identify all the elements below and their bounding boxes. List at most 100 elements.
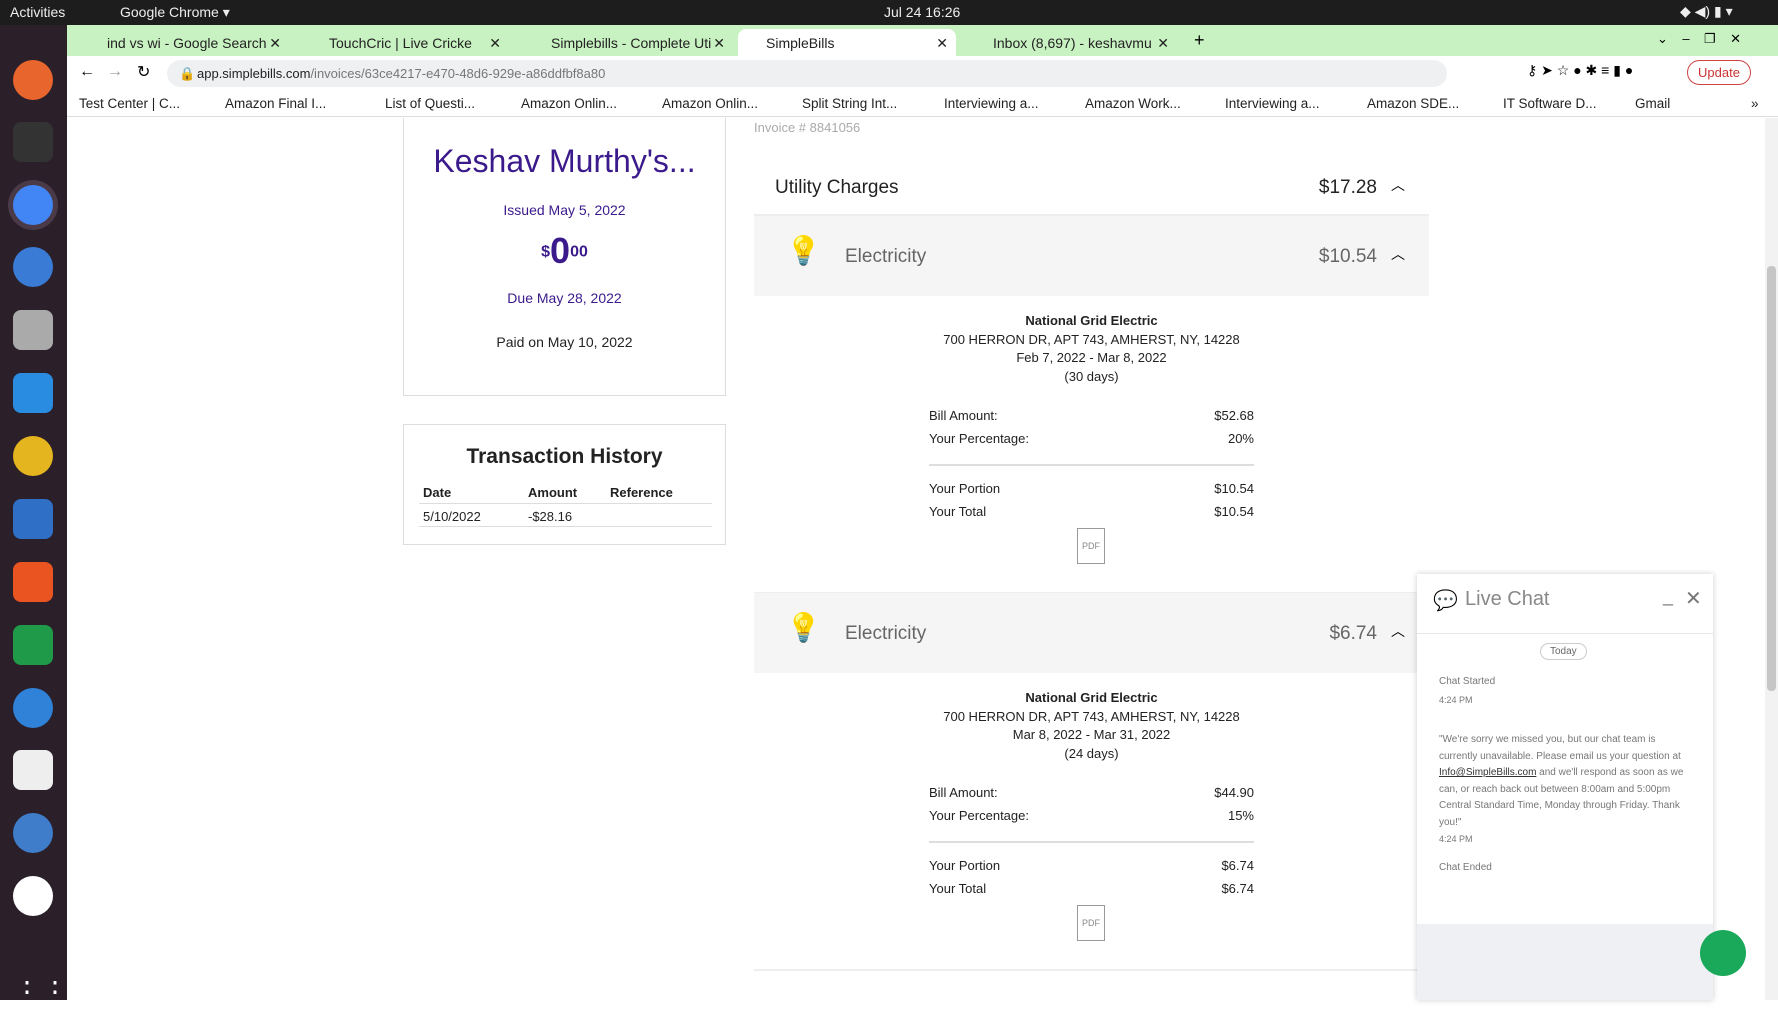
email-link[interactable]: Info@SimpleBills.com — [1439, 767, 1537, 778]
percentage: 20% — [1227, 431, 1254, 446]
thunderbird-icon[interactable] — [13, 247, 53, 287]
chat-launcher-button[interactable] — [1700, 930, 1746, 976]
paid-date: Paid on May 10, 2022 — [496, 334, 633, 350]
percentage: 15% — [1227, 808, 1254, 823]
lock-icon: 🔒 — [179, 66, 196, 81]
window-controls[interactable]: ⌄ – ❐ ✕ — [1657, 31, 1742, 46]
app-grid-icon[interactable]: ⋮⋮⋮ — [13, 976, 97, 1007]
bookmark[interactable]: Test Center | C... — [79, 96, 181, 111]
chat-time: 4:24 PM — [1439, 695, 1473, 705]
total: $6.74 — [1221, 881, 1254, 896]
back-icon[interactable]: ← — [79, 63, 95, 80]
update-button[interactable]: Update — [1687, 60, 1751, 85]
utility-charges-header[interactable]: Utility Charges $17.28 ︿ — [754, 170, 1429, 216]
chat-header: 💬 Live Chat _ ✕ — [1417, 574, 1713, 634]
bookmark[interactable]: List of Questi... — [385, 96, 476, 111]
tab-simplebills[interactable]: SimpleBills ✕ — [738, 29, 956, 56]
tab-gmail[interactable]: Inbox (8,697) - keshavmu ✕ — [965, 29, 1177, 56]
bookmark[interactable]: Amazon Onlin... — [521, 96, 618, 111]
close-tab-icon[interactable]: ✕ — [269, 35, 281, 51]
chevron-up-icon[interactable]: ︿ — [1391, 177, 1405, 193]
table-row: 5/10/2022 -$28.16 — [419, 503, 712, 527]
system-status-icons[interactable]: ◆ ◀) ▮ ▾ — [1680, 3, 1733, 19]
scrollbar[interactable] — [1765, 118, 1778, 1000]
provider: National Grid Electric — [1025, 313, 1158, 328]
chat-ended: Chat Ended — [1439, 862, 1492, 873]
portion: $10.54 — [1214, 481, 1254, 496]
label: Bill Amount: — [929, 785, 998, 800]
help-icon[interactable] — [13, 688, 53, 728]
tab-touchcric[interactable]: TouchCric | Live Cricke ✕ — [301, 29, 509, 56]
reload-icon[interactable]: ↻ — [137, 64, 151, 81]
minimize-icon[interactable]: _ — [1663, 586, 1674, 606]
forward-icon[interactable]: → — [107, 63, 123, 80]
qbittorrent-icon[interactable] — [13, 813, 53, 853]
chrome-icon[interactable] — [13, 185, 53, 225]
bookmark[interactable]: Amazon Work... — [1085, 96, 1181, 111]
bill-details: National Grid Electric 700 HERRON DR, AP… — [754, 689, 1429, 763]
bill-amount: $44.90 — [1214, 785, 1254, 800]
bookmark[interactable]: Split String Int... — [802, 96, 898, 111]
close-tab-icon[interactable]: ✕ — [489, 35, 501, 51]
utility-item-header[interactable]: 💡 Electricity $10.54 ︿ — [754, 216, 1429, 296]
files-icon[interactable] — [13, 310, 53, 350]
invoice-summary-card: Keshav Murthy's... Issued May 5, 2022 $0… — [403, 118, 726, 396]
chevron-up-icon[interactable]: ︿ — [1391, 623, 1405, 639]
due-date: Due May 28, 2022 — [507, 290, 622, 306]
bookmark[interactable]: Interviewing a... — [944, 96, 1039, 111]
utility-item-name: Electricity — [845, 246, 927, 267]
billing-period: Mar 8, 2022 - Mar 31, 2022 — [1012, 727, 1171, 742]
close-tab-icon[interactable]: ✕ — [936, 35, 948, 51]
total: $10.54 — [1214, 504, 1254, 519]
label: Your Portion — [929, 858, 1001, 873]
tab-google[interactable]: ind vs wi - Google Search ✕ — [79, 29, 289, 56]
bookmark[interactable]: Amazon Onlin... — [662, 96, 759, 111]
terminal-icon[interactable] — [13, 122, 53, 162]
url-bar[interactable]: 🔒 app.simplebills.com/invoices/63ce4217-e… — [167, 60, 1447, 87]
bookmark[interactable]: Amazon Final I... — [225, 96, 327, 111]
pdf-label: PDF — [1082, 541, 1100, 551]
currency: $ — [541, 243, 551, 261]
pdf-label: PDF — [1082, 918, 1100, 928]
writer-icon[interactable] — [13, 499, 53, 539]
label: Your Total — [929, 504, 987, 519]
pdf-download-icon[interactable]: PDF — [1077, 905, 1105, 941]
bookmark[interactable]: Amazon SDE... — [1367, 96, 1460, 111]
close-tab-icon[interactable]: ✕ — [1157, 35, 1169, 51]
calc-icon[interactable] — [13, 625, 53, 665]
bookmark[interactable]: IT Software D... — [1503, 96, 1597, 111]
chevron-up-icon[interactable]: ︿ — [1391, 246, 1405, 262]
bookmark[interactable]: Gmail — [1635, 96, 1671, 111]
rhythmbox-icon[interactable] — [13, 436, 53, 476]
download-icon[interactable] — [13, 750, 53, 790]
vscode-icon[interactable] — [13, 373, 53, 413]
new-tab-icon[interactable]: + — [1194, 30, 1205, 50]
url-host: app.simplebills.com — [197, 66, 311, 81]
tab-simplebills-complete[interactable]: Simplebills - Complete Uti ✕ — [523, 29, 733, 56]
chat-started: Chat Started — [1439, 676, 1496, 687]
address-toolbar: ← → ↻ 🔒 app.simplebills.com/invoices/63ce… — [67, 56, 1778, 91]
firefox-icon[interactable] — [13, 60, 53, 100]
chat-bubble-icon: 💬 — [1433, 590, 1458, 612]
more-bookmarks-icon[interactable]: » — [1751, 96, 1759, 111]
label: Your Percentage: — [929, 808, 1029, 823]
software-icon[interactable] — [13, 562, 53, 602]
bill-amount: $52.68 — [1214, 408, 1254, 423]
chat-time: 4:24 PM — [1439, 834, 1473, 844]
amount-cents: 00 — [570, 243, 588, 261]
close-chat-icon[interactable]: ✕ — [1685, 588, 1702, 610]
activities-button[interactable]: Activities — [10, 4, 66, 20]
utility-item-header[interactable]: 💡 Electricity $6.74 ︿ — [754, 593, 1429, 673]
mongodb-icon[interactable] — [13, 876, 53, 916]
app-menu[interactable]: Google Chrome ▾ — [120, 4, 230, 20]
close-tab-icon[interactable]: ✕ — [713, 35, 725, 51]
pdf-download-icon[interactable]: PDF — [1077, 528, 1105, 564]
bookmark[interactable]: Interviewing a... — [1225, 96, 1320, 111]
clock[interactable]: Jul 24 16:26 — [884, 4, 961, 20]
extension-icons[interactable]: ⚷ ➤ ☆ ● ✱ ≡ ▮ ● — [1527, 62, 1634, 78]
col-amount: Amount — [528, 485, 578, 500]
chat-input-area[interactable] — [1417, 924, 1713, 1000]
label: Your Percentage: — [929, 431, 1029, 446]
cell-date: 5/10/2022 — [423, 509, 481, 524]
transaction-history-card: Transaction History Date Amount Referenc… — [403, 424, 726, 545]
